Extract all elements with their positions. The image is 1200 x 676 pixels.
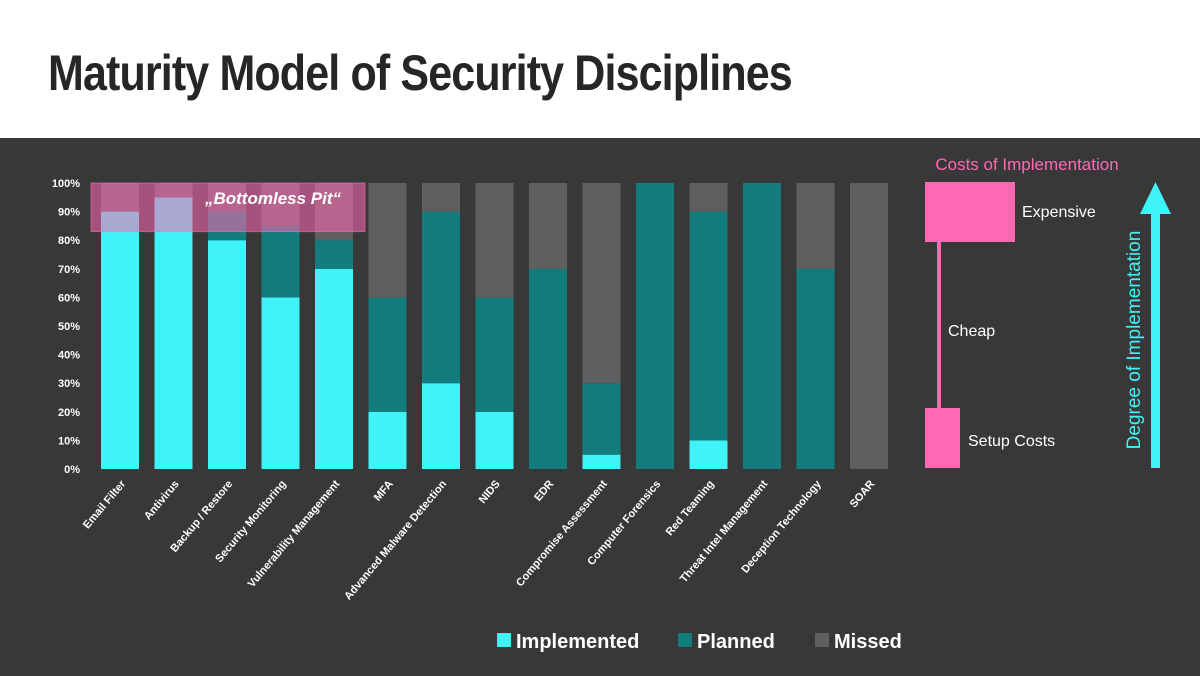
bar-segment-planned [422, 211, 460, 384]
y-tick-label: 0% [64, 464, 80, 476]
category-label: SOAR [848, 478, 878, 510]
bar-segment-missed [529, 183, 567, 269]
y-tick-label: 30% [58, 378, 80, 390]
y-tick-label: 40% [58, 350, 80, 362]
category-label: Threat Intel Management [678, 478, 771, 585]
y-tick-label: 50% [58, 321, 80, 333]
category-label: MFA [372, 478, 396, 504]
category-label: EDR [532, 478, 556, 504]
degree-label: Degree of Implementation [1124, 231, 1145, 450]
title-bar: Maturity Model of Security Disciplines [0, 0, 1200, 138]
legend-label-planned: Planned [697, 631, 775, 653]
y-tick-label: 20% [58, 407, 80, 419]
bar-segment-implemented [101, 211, 139, 469]
bar-segment-missed [796, 183, 835, 269]
category-label: Red Teaming [664, 478, 717, 538]
bar-segment-implemented [154, 197, 193, 470]
category-label: Antivirus [142, 478, 182, 522]
bar-segment-planned [689, 211, 728, 441]
degree-indicator: Degree of Implementation [1124, 182, 1171, 468]
y-tick-label: 70% [58, 264, 80, 276]
bar-segment-implemented [315, 268, 353, 469]
y-axis-ticks: 0% 10% 20% 30% 40% 50% 60% 70% 80% 90% 100% [52, 178, 80, 476]
cheap-label: Cheap [948, 323, 995, 340]
category-label: NIDS [477, 478, 503, 506]
y-tick-label: 100% [52, 178, 80, 190]
legend: Implemented Planned Missed [497, 631, 902, 653]
bar-segment-implemented [689, 440, 728, 469]
bar-segment-implemented [368, 411, 407, 469]
setup-bar [925, 408, 960, 468]
bar-segment-implemented [261, 297, 300, 469]
bar-segment-planned [796, 268, 835, 469]
expensive-label: Expensive [1022, 204, 1096, 221]
bar-segment-missed [582, 183, 621, 384]
y-tick-label: 60% [58, 292, 80, 304]
bar-segment-implemented [422, 383, 460, 469]
y-tick-label: 10% [58, 435, 80, 447]
y-tick-label: 90% [58, 207, 80, 219]
bar-segment-missed [368, 183, 407, 298]
bar-segment-missed [689, 183, 728, 212]
setup-label: Setup Costs [968, 433, 1055, 450]
legend-swatch-missed [815, 633, 829, 647]
bar-segment-planned [368, 297, 407, 412]
bar-segment-missed [850, 183, 888, 469]
category-label: Email Filter [81, 478, 129, 532]
category-label: Advanced Malware Detection [342, 478, 449, 603]
cost-diagram: Costs of Implementation Expensive Cheap … [925, 155, 1119, 468]
cheap-bar [937, 242, 941, 410]
bar-segment-missed [422, 183, 460, 212]
bar-segment-planned [475, 297, 514, 412]
bar-segment-planned [582, 383, 621, 455]
legend-swatch-planned [678, 633, 692, 647]
expensive-bar [925, 182, 1015, 242]
page-title: Maturity Model of Security Disciplines [48, 45, 793, 101]
bottomless-pit-label: „Bottomless Pit“ [204, 189, 342, 208]
bottomless-pit-box [90, 182, 366, 233]
costs-title: Costs of Implementation [935, 155, 1118, 174]
bar-segment-planned [529, 268, 567, 469]
bar-segment-planned [261, 225, 300, 298]
category-label: Vulnerability Management [246, 478, 343, 590]
legend-label-missed: Missed [834, 631, 902, 653]
category-label: Compromise Assessment [514, 478, 610, 589]
bar-segment-implemented [208, 240, 246, 469]
legend-label-implemented: Implemented [516, 631, 639, 653]
y-tick-label: 80% [58, 235, 80, 247]
bar-segment-implemented [582, 454, 621, 469]
bar-segment-missed [475, 183, 514, 298]
bar-segment-planned [315, 240, 353, 269]
bar-segment-planned [743, 183, 781, 469]
degree-arrow-shaft [1151, 210, 1160, 468]
bar-segment-implemented [475, 411, 514, 469]
arrow-up-icon [1140, 182, 1171, 214]
bar-segment-planned [636, 183, 674, 469]
legend-swatch-implemented [497, 633, 511, 647]
